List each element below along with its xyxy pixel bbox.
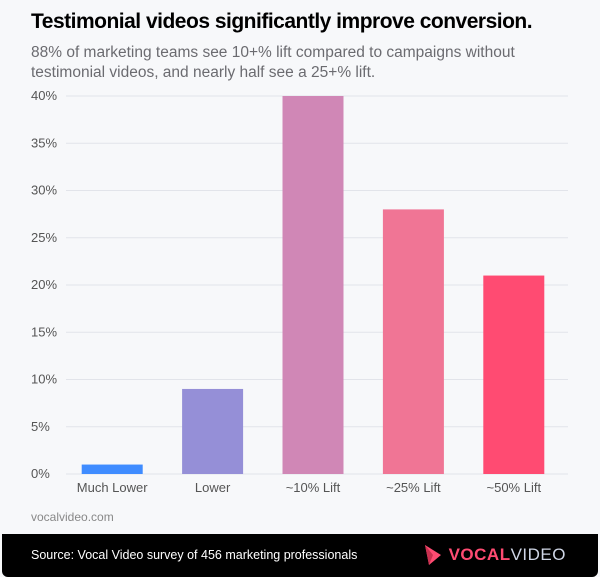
bar [182,388,244,474]
y-tick-label: 30% [31,183,57,198]
chart-subtitle: 88% of marketing teams see 10+% lift com… [31,44,515,81]
site-url: vocalvideo.com [31,510,114,524]
y-tick-label: 20% [31,277,57,292]
bar [81,464,143,474]
y-tick-label: 5% [31,419,50,434]
play-logo-icon [424,545,441,565]
vocal-video-logo: VOCALVIDEO [423,543,566,567]
bar [382,209,444,474]
footer-bar: Source: Vocal Video survey of 456 market… [2,534,598,577]
x-tick-label: Lower [195,480,231,495]
x-tick-label: ~10% Lift [286,480,341,495]
y-tick-label: 15% [31,324,57,339]
y-tick-label: 40% [31,88,57,103]
bar-chart: 0% 5% 10% 15% 20% 25% 30% 35% 40% Much Lower Lower… [31,88,568,495]
logo-text: VOCALVIDEO [448,545,566,564]
source-note: Source: Vocal Video survey of 456 market… [31,548,358,562]
x-tick-label: ~50% Lift [487,480,542,495]
y-tick-label: 25% [31,230,57,245]
y-tick-label: 0% [31,466,50,481]
chart-title: Testimonial videos significantly improve… [31,10,533,33]
x-tick-label: ~25% Lift [386,480,441,495]
y-tick-label: 35% [31,135,57,150]
y-tick-label: 10% [31,372,57,387]
bar [483,275,545,474]
x-tick-label: Much Lower [77,480,148,495]
bar [282,96,344,474]
